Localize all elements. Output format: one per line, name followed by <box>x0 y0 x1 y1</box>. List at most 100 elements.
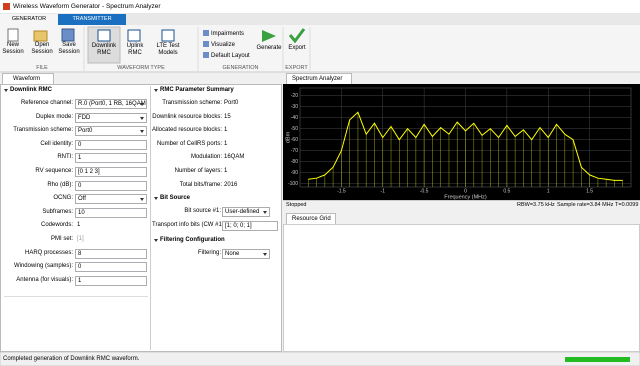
collapse-arrow <box>154 239 158 242</box>
toolstrip-button[interactable]: Default Layout <box>211 53 250 59</box>
text-input[interactable]: [1; 0; 0; 1] <box>222 221 278 231</box>
panel-tab[interactable]: Spectrum Analyzer <box>286 73 352 84</box>
toolstrip-button[interactable]: Open Session <box>31 42 53 55</box>
text-input[interactable]: 1 <box>75 153 147 164</box>
section-label: GENERATION <box>222 65 259 71</box>
field-value: Port0 <box>224 100 239 106</box>
section-label: WAVEFORM TYPE <box>117 65 165 71</box>
toolstrip-button[interactable]: Save Session <box>58 42 80 55</box>
field-label: PMI set: <box>50 236 73 242</box>
field-label: Number of CellRS ports: <box>156 140 222 147</box>
y-tick-label: -40 <box>291 115 298 121</box>
toolstrip-button[interactable]: Downlink RMC <box>91 43 117 56</box>
field-label: Total bits/frame: <box>179 181 222 188</box>
field-value: 1 <box>224 140 228 147</box>
y-tick-label: -90 <box>291 170 298 176</box>
toolstrip-button[interactable]: Generate <box>256 45 282 51</box>
window-title: Wireless Waveform Generator - Spectrum A… <box>13 3 161 10</box>
x-tick-label: 0 <box>464 188 467 194</box>
plot-area <box>283 84 640 200</box>
dropdown[interactable]: Port0 <box>75 126 147 137</box>
text-input[interactable]: 1 <box>75 275 147 286</box>
section-label: EXPORT <box>285 65 308 71</box>
toolstrip-button[interactable]: LTE Test Models <box>156 43 180 56</box>
text-input[interactable]: 0 <box>75 262 147 273</box>
panel <box>0 84 282 352</box>
dropdown[interactable]: FDD <box>75 112 147 123</box>
field-label: Transport info bits (CW #1): <box>152 222 226 228</box>
section-header: Filtering Configuration <box>160 237 225 243</box>
x-tick-label: 1.5 <box>586 188 593 194</box>
status-text: Sample rate=3.84 MHz <box>557 202 614 208</box>
dropdown[interactable]: User-defined <box>222 207 270 217</box>
x-tick-label: -1 <box>381 188 386 194</box>
panel-tab[interactable]: Resource Grid <box>286 213 336 224</box>
text-input[interactable]: 0 <box>75 180 147 191</box>
field-label: Transmission scheme: <box>13 127 73 134</box>
text-input[interactable]: [0 1 2 3] <box>75 167 147 177</box>
toolstrip-button[interactable]: Export <box>288 45 306 51</box>
dropdown-arrow <box>140 103 144 106</box>
section-label: FILE <box>36 65 48 71</box>
y-tick-label: -30 <box>291 104 298 110</box>
field-label: Downlink resource blocks: <box>152 113 222 120</box>
field-label: HARQ processes: <box>24 249 73 256</box>
collapse-arrow <box>4 89 8 92</box>
status-text: RBW=3.75 kHz <box>517 202 555 208</box>
y-tick-label: -100 <box>288 181 298 187</box>
dropdown[interactable]: None <box>222 249 270 259</box>
toolstrip-button[interactable]: Uplink RMC <box>126 43 144 56</box>
field-label: Codewords: <box>40 222 73 229</box>
dropdown[interactable]: R.0 (Port0, 1 RB, 16QAM... <box>75 99 147 109</box>
text-input[interactable]: 8 <box>75 248 147 259</box>
section-header: Downlink RMC <box>10 87 52 93</box>
field-value: 1 <box>77 222 81 229</box>
field-label: Allocated resource blocks: <box>152 127 223 134</box>
field-label: Bit source #1: <box>184 208 221 214</box>
field-label: Number of layers: <box>174 168 222 174</box>
field-value: 16QAM <box>224 154 245 161</box>
dropdown[interactable]: Off <box>75 194 147 205</box>
divider <box>150 86 151 350</box>
section-header: Bit Source <box>160 195 191 201</box>
section-header: RMC Parameter Summary <box>160 87 234 93</box>
field-label: Duplex mode: <box>35 113 73 120</box>
field-label: OCNG: <box>53 195 73 202</box>
field-value: 2016 <box>224 181 238 188</box>
field-value: 1 <box>224 168 228 174</box>
collapse-arrow <box>154 197 158 200</box>
field-value: [1] <box>77 236 84 242</box>
y-tick-label: -20 <box>291 93 298 99</box>
y-tick-label: -60 <box>291 137 298 143</box>
field-label: Modulation: <box>190 154 222 161</box>
dropdown-arrow <box>263 253 267 256</box>
field-label: Cell identity: <box>40 140 73 147</box>
status-row <box>283 200 640 210</box>
field-label: Reference channel: <box>20 100 73 106</box>
tab[interactable]: TRANSMITTER <box>72 16 112 22</box>
status-text: T=0.0099 <box>615 202 639 208</box>
field-label: RV sequence: <box>35 168 73 174</box>
text-input[interactable]: 10 <box>75 207 147 218</box>
toolstrip-button[interactable]: New Session <box>2 42 24 55</box>
text-input[interactable]: 0 <box>75 139 147 150</box>
field-label: Windowing (samples): <box>13 263 73 270</box>
toolstrip-button[interactable]: Impairments <box>211 31 245 37</box>
status-text: Stopped <box>286 202 307 208</box>
tab[interactable]: GENERATOR <box>11 16 47 22</box>
toolstrip-button[interactable]: Visualize <box>211 42 235 48</box>
field-value: 15 <box>224 113 231 120</box>
field-label: Filtering: <box>197 250 221 256</box>
field-label: Transmission scheme: <box>162 100 222 106</box>
x-tick-label: -1.5 <box>337 188 346 194</box>
x-tick-label: 0.5 <box>503 188 510 194</box>
dropdown-arrow <box>140 198 144 202</box>
divider <box>4 296 148 297</box>
plot-area <box>283 224 640 352</box>
y-tick-label: -50 <box>291 126 298 132</box>
field-label: RNTI: <box>57 154 73 161</box>
panel-tab[interactable]: Waveform <box>2 73 54 84</box>
y-tick-label: -80 <box>291 159 298 165</box>
